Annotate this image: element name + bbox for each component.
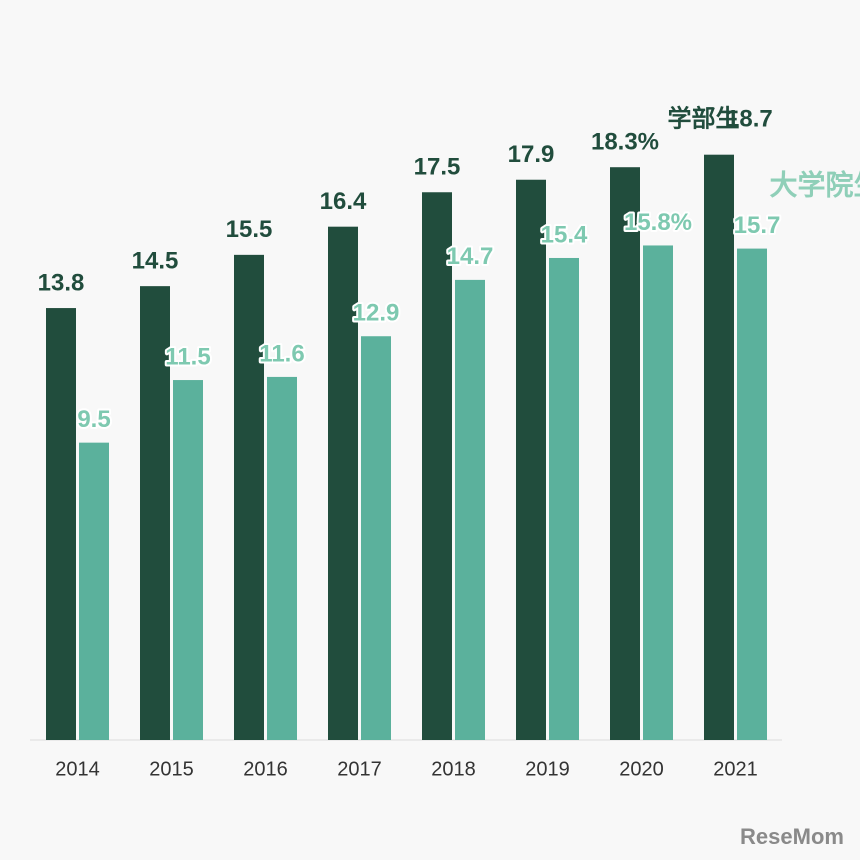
x-tick-label: 2014 [55,758,100,780]
value-label: 18.3% [591,129,659,156]
bar [516,179,546,741]
bar [422,192,452,740]
watermark: ReseMom [740,824,844,849]
value-label: 17.9 [508,141,555,168]
bar [361,336,391,740]
bar [610,167,640,740]
value-label: 18.7 [726,105,773,132]
value-label: 15.4 [541,221,588,248]
bar [737,248,767,740]
value-label: 15.5 [226,216,273,243]
value-label: 15.8% [624,209,692,236]
value-label: 17.5 [414,154,461,181]
x-tick-label: 2015 [149,758,194,780]
value-label: 14.5 [132,247,179,274]
bar [79,442,109,740]
value-label: 11.5 [165,343,210,370]
value-label: 14.7 [447,243,494,270]
value-label: 16.4 [320,188,367,215]
bar [234,254,264,740]
value-label: 15.7 [734,212,781,239]
value-label: 12.9 [353,300,400,327]
bar [140,286,170,740]
bar [173,380,203,740]
bar [267,376,297,740]
x-tick-label: 2020 [619,758,664,780]
bar [328,226,358,740]
bar [46,308,76,740]
x-tick-label: 2021 [713,758,758,780]
x-tick-label: 2016 [243,758,288,780]
bar [643,245,673,740]
value-label: 11.6 [259,340,304,367]
bar [455,279,485,740]
x-tick-label: 2018 [431,758,476,780]
value-label: 9.5 [77,406,110,433]
x-tick-label: 2019 [525,758,570,780]
bar [704,154,734,740]
x-tick-label: 2017 [337,758,382,780]
legend-label: 学部生 [668,104,740,132]
value-label: 13.8 [38,269,85,296]
bar [549,257,579,740]
legend-label: 大学院生 [769,168,860,200]
